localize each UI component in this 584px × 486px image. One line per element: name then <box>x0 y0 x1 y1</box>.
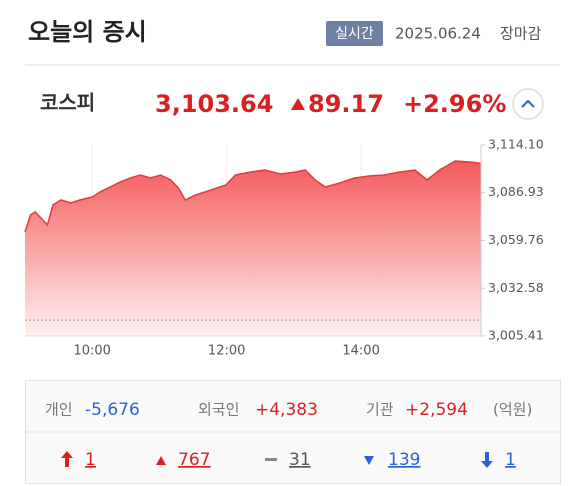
fall-count[interactable]: 139 <box>388 450 420 470</box>
toggle-button[interactable] <box>512 88 544 120</box>
chart: 10:00 12:00 14:00 3,005.41 3,032.58 3,059.76 3… <box>24 137 544 359</box>
y-tick-label: 3,059.76 <box>488 232 544 247</box>
investor-label: 개인 <box>45 401 73 419</box>
investor-value: -5,676 <box>85 400 140 420</box>
index-change-pct: +2.96% <box>403 90 506 118</box>
x-tick-label: 10:00 <box>73 344 110 359</box>
limit-down-count[interactable]: 1 <box>505 450 516 470</box>
badge-bg <box>326 21 383 46</box>
title: 오늘의 증시 <box>28 18 147 46</box>
x-tick-label: 12:00 <box>208 344 245 359</box>
index-name: 코스피 <box>40 91 95 115</box>
x-tick-label: 14:00 <box>342 344 379 359</box>
rise-icon <box>156 456 166 465</box>
line <box>24 160 482 233</box>
status: 장마감 <box>500 25 542 43</box>
flat-icon <box>265 458 277 461</box>
unit: (억원) <box>493 401 532 419</box>
limit-down-icon <box>481 452 493 468</box>
up-icon <box>291 98 305 110</box>
date: 2025.06.24 <box>395 25 481 43</box>
flat-count[interactable]: 31 <box>289 450 311 470</box>
fall-icon <box>364 456 374 465</box>
y-tick-label: 3,032.58 <box>488 280 544 295</box>
badge: 실시간 <box>335 26 374 42</box>
investor-value: +2,594 <box>405 400 468 420</box>
y-tick-label: 3,086.93 <box>488 184 544 199</box>
y-tick-label: 3,005.41 <box>488 328 544 343</box>
investor-label: 외국인 <box>198 401 239 419</box>
area <box>25 161 481 336</box>
investor-label: 기관 <box>366 401 394 419</box>
investor-value: +4,383 <box>255 400 318 420</box>
rise-count[interactable]: 767 <box>178 450 210 470</box>
y-tick-label: 3,114.10 <box>488 137 544 152</box>
limit-up-icon <box>61 451 73 467</box>
index-change: 89.17 <box>308 90 384 118</box>
limit-up-count[interactable]: 1 <box>85 450 96 470</box>
index-value: 3,103.64 <box>155 90 273 118</box>
